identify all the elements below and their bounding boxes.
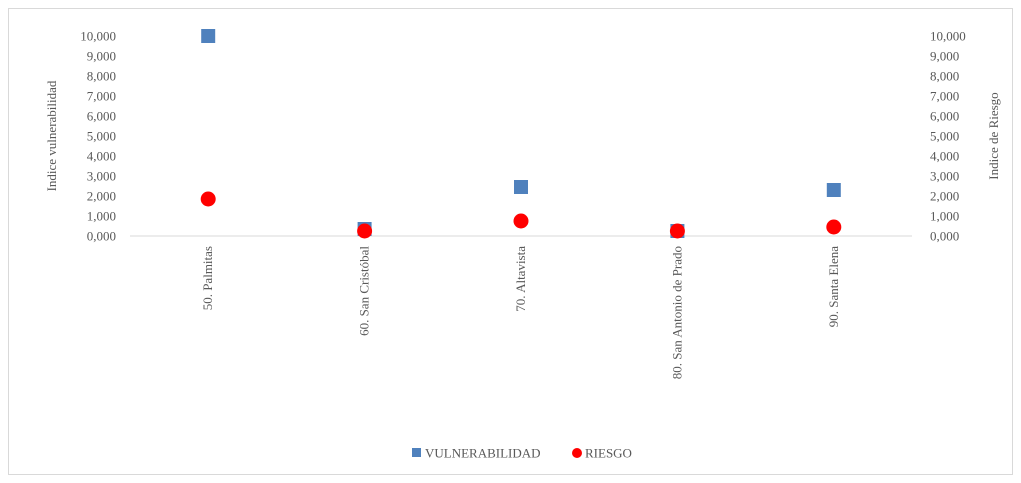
category-label: 60. San Cristóbal — [357, 246, 372, 336]
right-tick-label: 7,000 — [930, 89, 959, 104]
right-tick-label: 10,000 — [930, 29, 966, 44]
left-tick-label: 0,000 — [87, 229, 116, 244]
legend-item: VULNERABILIDAD — [412, 446, 541, 461]
legend-label: VULNERABILIDAD — [425, 446, 541, 461]
right-tick-label: 3,000 — [930, 169, 959, 184]
left-axis-title: Indice vulnerabilidad — [44, 80, 59, 191]
vulnerabilidad-point — [201, 29, 216, 43]
right-tick-label: 5,000 — [930, 129, 959, 144]
riesgo-point — [200, 191, 216, 207]
right-axis-title: Indice de Riesgo — [986, 92, 1001, 179]
vulnerabilidad-point — [514, 180, 528, 194]
left-tick-label: 10,000 — [80, 29, 116, 44]
legend: VULNERABILIDAD RIESGO — [412, 446, 632, 461]
right-tick-label: 6,000 — [930, 109, 959, 124]
category-labels: 50. Palmitas 60. San Cristóbal 70. Altavis… — [200, 246, 841, 380]
riesgo-point — [826, 219, 842, 235]
legend-label: RIESGO — [585, 446, 632, 461]
left-axis-ticks: 0,000 1,000 2,000 3,000 4,000 5,000 6,000 7,000… — [80, 29, 116, 244]
left-tick-label: 2,000 — [87, 189, 116, 204]
left-tick-label: 4,000 — [87, 149, 116, 164]
legend-item: RIESGO — [572, 446, 632, 461]
left-tick-label: 3,000 — [87, 169, 116, 184]
riesgo-point — [669, 223, 685, 239]
category-label: 70. Altavista — [513, 246, 528, 312]
left-tick-label: 1,000 — [87, 209, 116, 224]
left-tick-label: 5,000 — [87, 129, 116, 144]
right-tick-label: 4,000 — [930, 149, 959, 164]
chart-frame — [8, 8, 1013, 475]
left-tick-label: 9,000 — [87, 49, 116, 64]
left-tick-label: 6,000 — [87, 109, 116, 124]
riesgo-point — [513, 213, 529, 229]
right-tick-label: 9,000 — [930, 49, 959, 64]
legend-square-icon — [412, 448, 421, 457]
right-tick-label: 2,000 — [930, 189, 959, 204]
riesgo-point — [357, 223, 373, 239]
right-axis-ticks: 0,000 1,000 2,000 3,000 4,000 5,000 6,000 7,000… — [930, 29, 966, 244]
right-tick-label: 8,000 — [930, 69, 959, 84]
vulnerabilidad-point — [826, 183, 841, 197]
data-marks — [200, 29, 842, 239]
right-tick-label: 1,000 — [930, 209, 959, 224]
legend-circle-icon — [572, 448, 582, 458]
category-label: 90. Santa Elena — [826, 246, 841, 327]
left-tick-label: 8,000 — [87, 69, 116, 84]
right-tick-label: 0,000 — [930, 229, 959, 244]
category-label: 80. San Antonio de Prado — [669, 246, 684, 379]
left-tick-label: 7,000 — [87, 89, 116, 104]
category-label: 50. Palmitas — [200, 246, 215, 310]
